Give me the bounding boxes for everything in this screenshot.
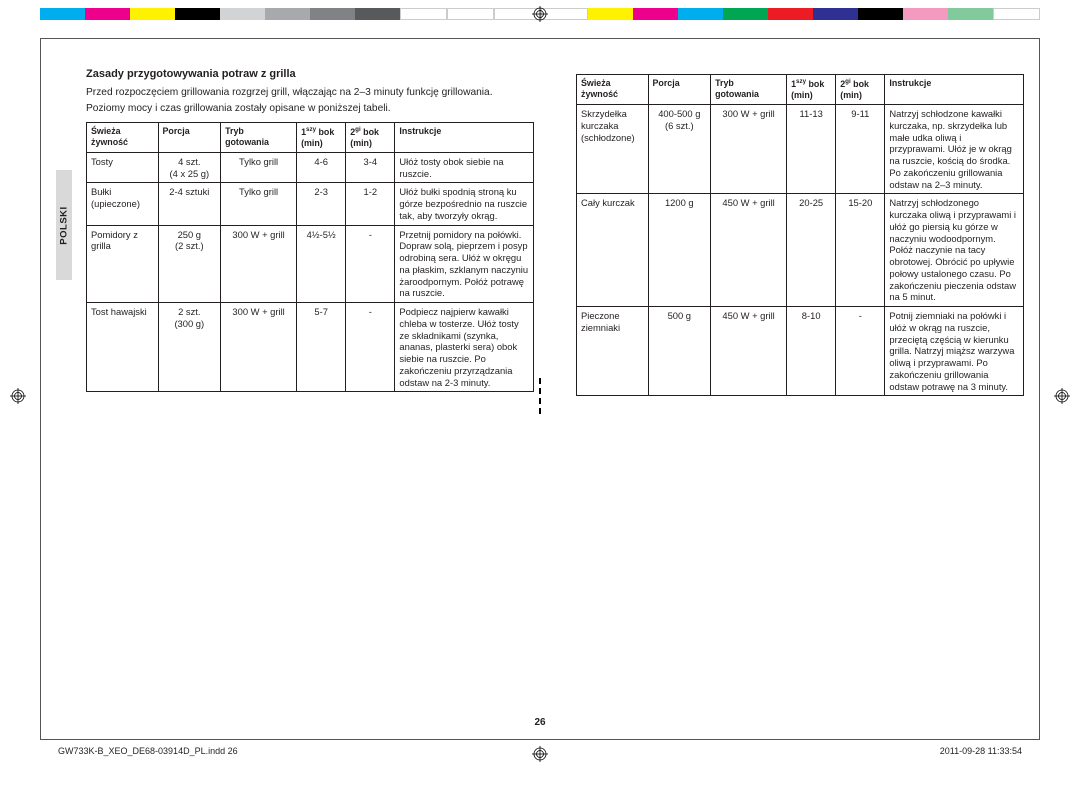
cell-side1: 4½-5½ [297,225,346,303]
table-row: Skrzydełka kurczaka (schłodzone) 400-500… [577,105,1024,194]
cell-mode: 300 W + grill [221,225,297,303]
registration-mark-right [1054,388,1070,404]
cell-instructions: Natrzyj schłodzone kawałki kurczaka, np.… [885,105,1024,194]
cell-side1: 8-10 [787,307,836,396]
cell-side2: 9-11 [836,105,885,194]
cell-mode: 450 W + grill [711,307,787,396]
cell-instructions: Podpiecz najpierw kawałki chleba w toste… [395,303,534,392]
cell-food: Pomidory z grilla [87,225,159,303]
table-body: Tosty 4 szt.(4 x 25 g) Tylko grill 4-6 3… [87,152,534,392]
grill-table-2: Świeżażywność Porcja Trybgotowania 1szy … [576,74,1024,396]
cell-side1: 4-6 [297,152,346,183]
cell-mode: Tylko grill [221,152,297,183]
cell-portion: 4 szt.(4 x 25 g) [158,152,221,183]
col-mode: Trybgotowania [711,75,787,105]
cell-mode: 300 W + grill [221,303,297,392]
col-side2: 2gi bok(min) [346,122,395,152]
cell-food: Bułki (upieczone) [87,183,159,225]
language-tab: POLSKI [56,170,72,280]
table-row: Cały kurczak 1200 g 450 W + grill 20-25 … [577,194,1024,307]
table-row: Pomidory z grilla 250 g(2 szt.) 300 W + … [87,225,534,303]
col-side2: 2gi bok(min) [836,75,885,105]
cell-food: Tosty [87,152,159,183]
registration-mark-left [10,388,26,404]
cell-side2: 15-20 [836,194,885,307]
page-content: Zasady przygotowywania potraw z grilla P… [86,68,1024,714]
footer-filename: GW733K-B_XEO_DE68-03914D_PL.indd 26 [58,746,238,756]
cell-mode: 450 W + grill [711,194,787,307]
col-side1: 1szy bok(min) [297,122,346,152]
cell-food: Cały kurczak [577,194,649,307]
table-row: Tosty 4 szt.(4 x 25 g) Tylko grill 4-6 3… [87,152,534,183]
left-column: Zasady przygotowywania potraw z grilla P… [86,68,534,714]
col-food: Świeżażywność [577,75,649,105]
col-instructions: Instrukcje [395,122,534,152]
cell-side2: - [346,225,395,303]
cell-food: Tost hawajski [87,303,159,392]
cell-side1: 2-3 [297,183,346,225]
cell-portion: 2 szt.(300 g) [158,303,221,392]
cell-portion: 500 g [648,307,711,396]
table-row: Pieczone ziemniaki 500 g 450 W + grill 8… [577,307,1024,396]
footer-timestamp: 2011-09-28 11:33:54 [940,746,1022,756]
cell-instructions: Przetnij pomidory na połówki. Dopraw sol… [395,225,534,303]
table-head: Świeżażywność Porcja Trybgotowania 1szy … [577,75,1024,105]
cell-side2: 3-4 [346,152,395,183]
cell-side2: 1-2 [346,183,395,225]
table-row: Bułki (upieczone) 2-4 sztuki Tylko grill… [87,183,534,225]
cell-portion: 400-500 g(6 szt.) [648,105,711,194]
col-mode: Trybgotowania [221,122,297,152]
table-head: Świeżażywność Porcja Trybgotowania 1szy … [87,122,534,152]
cell-food: Skrzydełka kurczaka (schłodzone) [577,105,649,194]
right-column: Świeżażywność Porcja Trybgotowania 1szy … [576,68,1024,714]
grill-table-1: Świeżażywność Porcja Trybgotowania 1szy … [86,122,534,393]
col-side1: 1szy bok(min) [787,75,836,105]
col-food: Świeżażywność [87,122,159,152]
col-instructions: Instrukcje [885,75,1024,105]
registration-mark-top [532,6,548,22]
table-body: Skrzydełka kurczaka (schłodzone) 400-500… [577,105,1024,396]
cell-mode: Tylko grill [221,183,297,225]
language-label: POLSKI [59,206,70,244]
cell-portion: 1200 g [648,194,711,307]
cell-portion: 2-4 sztuki [158,183,221,225]
intro-paragraph-1: Przed rozpoczęciem grillowania rozgrzej … [86,86,534,100]
cell-side1: 11-13 [787,105,836,194]
cell-instructions: Ułóż tosty obok siebie na ruszcie. [395,152,534,183]
cell-instructions: Natrzyj schłodzonego kurczaka oliwą i pr… [885,194,1024,307]
cell-mode: 300 W + grill [711,105,787,194]
cell-food: Pieczone ziemniaki [577,307,649,396]
cell-side2: - [836,307,885,396]
cell-side2: - [346,303,395,392]
cell-portion: 250 g(2 szt.) [158,225,221,303]
cell-side1: 20-25 [787,194,836,307]
col-portion: Porcja [158,122,221,152]
intro-paragraph-2: Poziomy mocy i czas grillowania zostały … [86,102,534,116]
cell-side1: 5-7 [297,303,346,392]
section-title: Zasady przygotowywania potraw z grilla [86,68,534,80]
cell-instructions: Ułóż bułki spodnią stroną ku górze bezpo… [395,183,534,225]
page-number: 26 [534,717,545,728]
table-row: Tost hawajski 2 szt.(300 g) 300 W + gril… [87,303,534,392]
registration-mark-bottom [532,746,548,762]
col-portion: Porcja [648,75,711,105]
cell-instructions: Potnij ziemniaki na połówki i ułóż w okr… [885,307,1024,396]
